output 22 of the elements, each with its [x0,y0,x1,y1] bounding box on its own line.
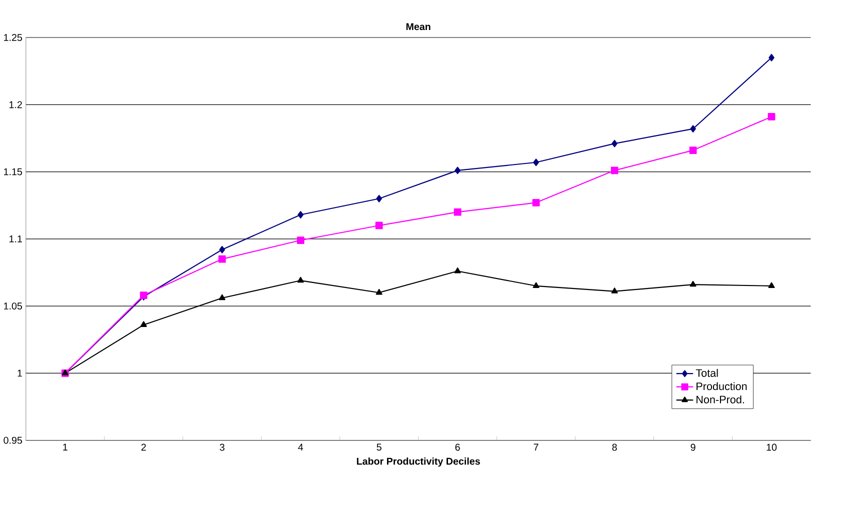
y-tick-label: 1.1 [10,235,22,242]
x-tick-label: 8 [612,444,617,451]
x-tick-label: 1 [63,444,68,450]
x-tick-label: 3 [220,444,224,451]
x-tick-label: 6 [455,444,460,451]
legend-label: Non-Prod. [696,395,744,404]
y-tick-label: 1.15 [4,168,22,175]
x-tick-label: 4 [298,444,304,450]
chart-title: Mean [406,23,430,30]
x-axis-title: Labor Productivity Deciles [356,457,480,466]
y-tick-label: 1.2 [10,100,22,108]
x-tick-label: 5 [376,444,382,450]
y-tick-label: 1.25 [4,34,22,41]
y-tick-label: 0.95 [4,436,22,444]
legend-label: Production [696,382,747,390]
legend-label: Total [696,368,718,377]
x-tick-label: 10 [766,444,777,451]
x-tick-label: 2 [141,444,146,450]
x-tick-label: 9 [690,444,696,451]
x-tick-label: 7 [534,444,538,450]
y-tick-label: 1.05 [4,302,22,310]
y-tick-label: 1 [18,370,22,376]
